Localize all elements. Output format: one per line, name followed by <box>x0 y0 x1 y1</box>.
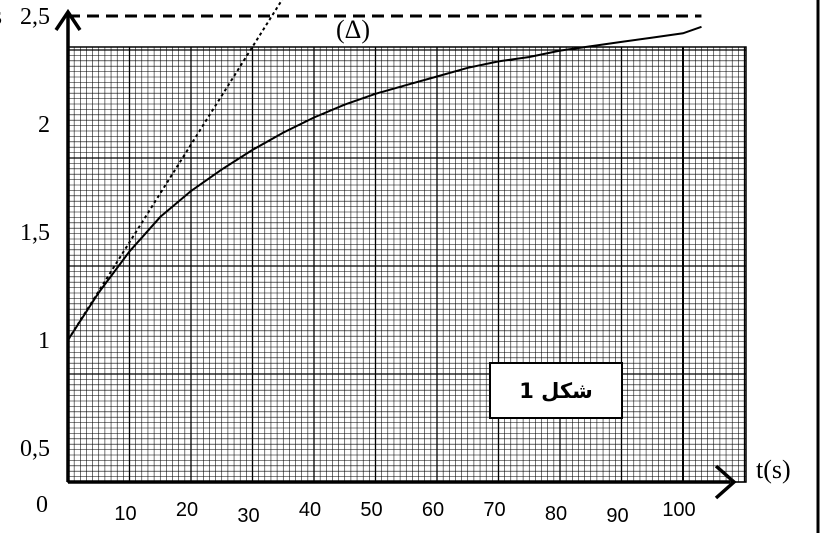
x-tick-label: 20 <box>176 499 198 521</box>
x-tick-labels: 10 20 30 40 50 60 70 80 90 100 <box>114 499 695 527</box>
x-tick-label: 60 <box>422 499 444 521</box>
x-tick-label: 80 <box>545 503 567 525</box>
y-tick-labels: 0,5 1 1,5 2 2,5 <box>20 4 50 462</box>
y-axis-label: s <box>0 1 2 30</box>
x-tick-label: 90 <box>606 505 628 527</box>
x-tick-label: 70 <box>483 499 505 521</box>
x-axis-label: t(s) <box>756 455 791 484</box>
x-tick-label: 30 <box>237 505 259 527</box>
x-tick-label: 40 <box>299 499 321 521</box>
y-tick-label: 2,5 <box>20 4 50 30</box>
y-tick-label: 0,5 <box>20 436 50 462</box>
annotation-box <box>489 362 623 419</box>
y-tick-label: 1 <box>38 328 50 354</box>
chart-grid <box>67 46 747 483</box>
y-axis-arrow-icon <box>54 8 82 31</box>
annotation-label: شكل 1 <box>519 379 593 403</box>
plot-area <box>67 46 747 483</box>
x-tick-label: 100 <box>662 499 695 521</box>
origin-label: 0 <box>36 492 48 518</box>
series-curve <box>67 25 702 341</box>
y-tick-label: 1,5 <box>20 220 50 246</box>
series-tangent-delta <box>67 0 284 341</box>
x-tick-label: 10 <box>114 503 136 525</box>
x-axis-arrow-icon <box>714 464 737 500</box>
y-tick-label: 2 <box>38 112 50 138</box>
series-label-delta: (Δ) <box>336 15 370 44</box>
x-tick-label: 50 <box>360 499 382 521</box>
